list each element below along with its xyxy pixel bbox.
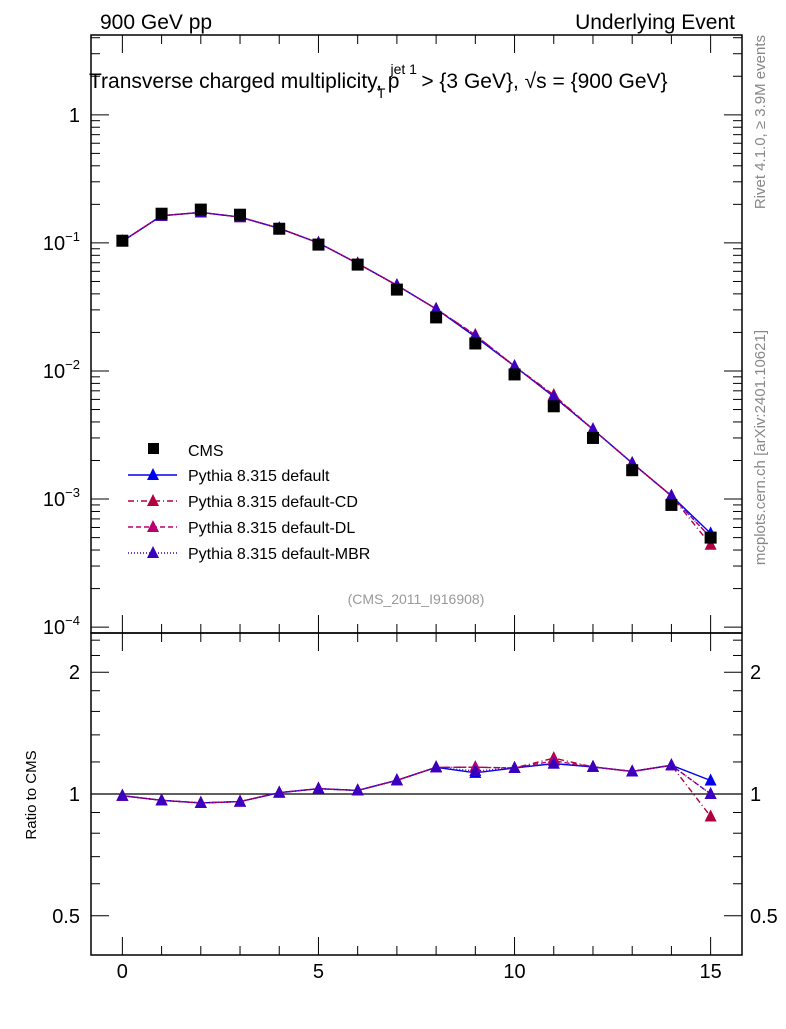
ratio-point-3 (273, 785, 286, 798)
y-tick-label: 1 (69, 105, 80, 127)
legend-marker-0 (147, 468, 159, 480)
x-tick-label: 0 (117, 961, 128, 983)
series-point-3 (508, 359, 521, 372)
ratio-point-0 (704, 773, 717, 786)
ratio-point-3 (626, 764, 639, 777)
ratio-point-3 (234, 794, 247, 807)
y-tick-label: 10−2 (43, 357, 80, 383)
ratio-line-1 (122, 757, 712, 817)
ratio-tick-label-left: 2 (69, 662, 80, 684)
data-point (155, 207, 168, 220)
legend-label-0: Pythia 8.315 default (188, 468, 330, 485)
data-point (390, 283, 403, 296)
header-right: Underlying Event (575, 11, 735, 34)
legend-label-data: CMS (188, 443, 224, 460)
title-sub: T (377, 85, 386, 101)
series-point-3 (430, 301, 443, 314)
ratio-tick-label-left: 1 (69, 784, 80, 806)
title-rest: > {3 GeV}, √s = {900 GeV} (415, 70, 667, 93)
series-point-1 (704, 537, 717, 550)
title-sup: jet 1 (389, 61, 417, 77)
data-point (116, 234, 129, 247)
series-line-0 (121, 211, 712, 534)
title-main: Transverse charged multiplicity, p (89, 70, 399, 93)
y-tick-label: 10−4 (43, 613, 80, 639)
y-tick-label: 10−1 (43, 229, 80, 255)
ratio-point-3 (312, 781, 325, 794)
side-label-bottom: mcplots.cern.ch [arXiv:2401.10621] (752, 330, 769, 565)
legend-marker-1 (147, 494, 159, 506)
ratio-point-3 (390, 773, 403, 786)
ratio-tick-label-left: 0.5 (52, 906, 80, 928)
x-tick-label: 5 (313, 961, 324, 983)
data-point (351, 258, 364, 271)
y-tick-label: 10−3 (43, 485, 80, 511)
ratio-point-3 (469, 763, 482, 776)
ratio-point-3 (586, 759, 599, 772)
data-point (312, 238, 325, 251)
data-point (508, 368, 521, 381)
ratio-point-3 (665, 758, 678, 771)
series-line-3 (121, 211, 712, 539)
marks (116, 203, 717, 822)
ratio-point-3 (351, 783, 364, 796)
header-left: 900 GeV pp (100, 11, 212, 34)
ratio-point-3 (116, 788, 129, 801)
ratio-line-2 (122, 760, 712, 804)
ratio-tick-label-right: 1 (750, 784, 761, 806)
legend-marker-3 (147, 546, 159, 558)
data-point (704, 531, 717, 544)
ratio-point-3 (508, 760, 521, 773)
data-point (586, 431, 599, 444)
ratio-ylabel: Ratio to CMS (23, 750, 40, 839)
legend-marker-data (148, 443, 159, 454)
legend-marker-2 (147, 520, 159, 532)
ratio-point-3 (155, 793, 168, 806)
side-label-top: Rivet 4.1.0, ≥ 3.9M events (752, 35, 769, 209)
series-point-3 (547, 389, 560, 402)
axes: 0 5 10 15 1 10−1 10−2 10−3 10−4 0.5 0.5 1 1 2 2 (43, 35, 778, 983)
ratio-point-1 (704, 809, 717, 822)
legend-label-1: Pythia 8.315 default-CD (188, 494, 358, 511)
ratio-line-3 (122, 762, 712, 804)
legend-label-2: Pythia 8.315 default-DL (188, 520, 355, 537)
analysis-tag: (CMS_2011_I916908) (348, 591, 485, 607)
ratio-point-3 (547, 756, 560, 769)
legend: CMS Pythia 8.315 default Pythia 8.315 defa… (128, 443, 370, 563)
data-point (194, 203, 207, 216)
x-tick-label: 15 (700, 961, 722, 983)
x-tick-label: 10 (503, 961, 525, 983)
series-line-2 (121, 211, 712, 539)
ratio-point-3 (430, 760, 443, 773)
ratio-point-3 (704, 787, 717, 799)
data-point (626, 464, 639, 477)
ratio-point-3 (194, 795, 207, 808)
series-point-3 (586, 422, 599, 435)
ratio-line-0 (122, 762, 711, 804)
data-point (430, 311, 443, 324)
ratio-tick-label-right: 0.5 (750, 906, 778, 928)
data-point (234, 208, 247, 221)
series-point-3 (665, 488, 678, 501)
main-frame (90, 34, 743, 634)
data-point (665, 498, 678, 511)
data-point (547, 400, 560, 413)
data-point (469, 337, 482, 350)
ratio-tick-label-right: 2 (750, 662, 761, 684)
data-point (273, 222, 286, 235)
legend-label-3: Pythia 8.315 default-MBR (188, 546, 370, 563)
